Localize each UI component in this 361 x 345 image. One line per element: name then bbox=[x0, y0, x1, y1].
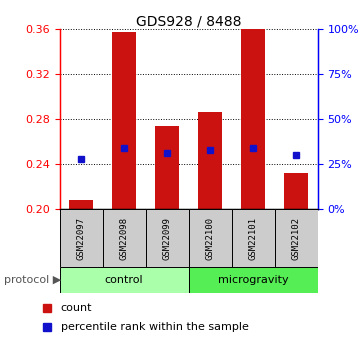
Text: GSM22097: GSM22097 bbox=[77, 217, 86, 259]
Text: GSM22100: GSM22100 bbox=[206, 217, 215, 259]
Bar bbox=[188, 209, 232, 267]
Title: GDS928 / 8488: GDS928 / 8488 bbox=[136, 14, 242, 28]
Text: protocol ▶: protocol ▶ bbox=[4, 275, 61, 285]
Text: control: control bbox=[105, 275, 143, 285]
Bar bbox=[241, 29, 265, 209]
Bar bbox=[155, 126, 179, 209]
Text: GSM22101: GSM22101 bbox=[249, 217, 258, 259]
Bar bbox=[60, 209, 103, 267]
Text: GSM22102: GSM22102 bbox=[292, 217, 301, 259]
Text: GSM22099: GSM22099 bbox=[162, 217, 171, 259]
Bar bbox=[188, 267, 318, 293]
Bar bbox=[60, 267, 188, 293]
Text: GSM22098: GSM22098 bbox=[119, 217, 129, 259]
Bar bbox=[284, 173, 308, 209]
Text: percentile rank within the sample: percentile rank within the sample bbox=[61, 322, 249, 332]
Bar bbox=[145, 209, 188, 267]
Text: count: count bbox=[61, 303, 92, 313]
Bar bbox=[103, 209, 145, 267]
Bar bbox=[232, 209, 275, 267]
Text: microgravity: microgravity bbox=[218, 275, 288, 285]
Bar bbox=[275, 209, 318, 267]
Bar bbox=[69, 200, 93, 209]
Bar bbox=[112, 32, 136, 209]
Bar bbox=[198, 112, 222, 209]
